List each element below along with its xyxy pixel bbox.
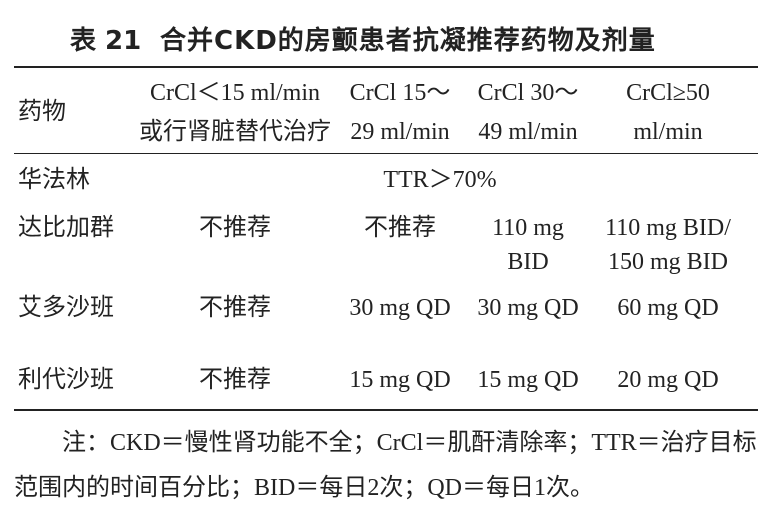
top-rule	[14, 66, 758, 68]
cell: 不推荐	[364, 215, 436, 241]
cell: 不推荐	[199, 295, 271, 321]
spanning-cell: TTR＞70%	[383, 167, 497, 193]
table-note: 注：CKD＝慢性肾功能不全；CrCl＝肌酐清除率；TTR＝治疗目标范围内的时间百…	[14, 430, 757, 501]
header-cell: ml/min	[633, 119, 703, 145]
cell: 150 mg BID	[608, 249, 728, 275]
header-cell: CrCl 15～	[349, 80, 451, 106]
header-rule	[14, 153, 758, 154]
drug-name: 达比加群	[18, 215, 114, 241]
cell: 15 mg QD	[477, 367, 579, 393]
cell: 30 mg QD	[477, 295, 579, 321]
header-cell: CrCl＜15 ml/min	[149, 80, 321, 106]
header-cell: 或行肾脏替代治疗	[139, 119, 331, 145]
header-cell: 药物	[18, 99, 66, 125]
cell: 30 mg QD	[349, 295, 451, 321]
table-title: 合并CKD的房颤患者抗凝推荐药物及剂量	[160, 26, 656, 56]
cell: 不推荐	[199, 367, 271, 393]
header-cell: CrCl≥50	[626, 80, 710, 106]
cell: 20 mg QD	[617, 367, 719, 393]
cell: 15 mg QD	[349, 367, 451, 393]
drug-name: 利代沙班	[18, 367, 114, 393]
cell: 不推荐	[199, 215, 271, 241]
cell: BID	[507, 249, 549, 275]
header-cell: CrCl 30～	[477, 80, 579, 106]
table-label: 表 21	[70, 26, 142, 56]
header-cell: 29 ml/min	[350, 119, 450, 145]
header-cell: 49 ml/min	[478, 119, 578, 145]
cell: 110 mg BID/	[605, 215, 731, 241]
bottom-rule	[14, 409, 758, 411]
drug-name: 华法林	[18, 167, 90, 193]
drug-name: 艾多沙班	[18, 295, 114, 321]
cell: 60 mg QD	[617, 295, 719, 321]
cell: 110 mg	[492, 215, 564, 241]
